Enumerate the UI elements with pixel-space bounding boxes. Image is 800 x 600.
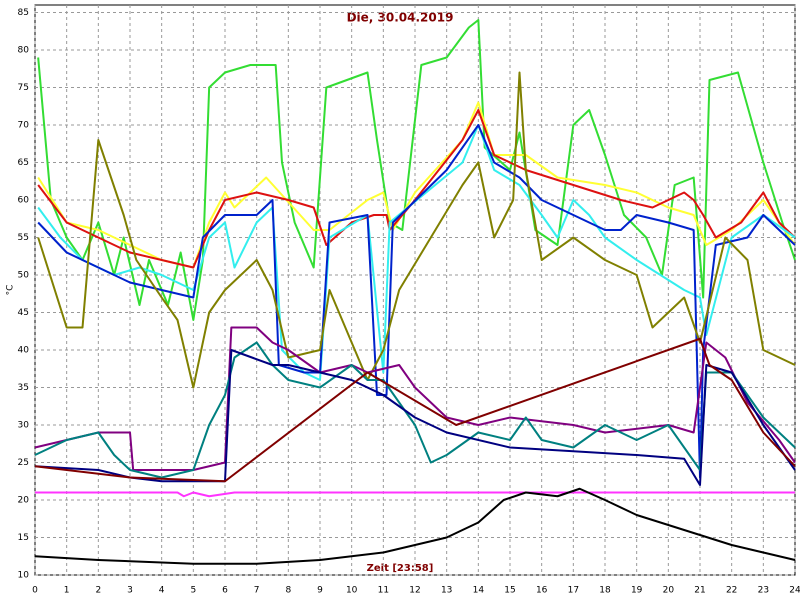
x-tick-label: 2 xyxy=(95,586,101,596)
x-tick-label: 24 xyxy=(789,586,800,596)
y-tick-label: 75 xyxy=(18,83,29,93)
x-tick-label: 20 xyxy=(663,586,675,596)
series-line xyxy=(35,491,795,498)
y-tick-label: 20 xyxy=(18,496,30,506)
x-tick-label: 16 xyxy=(536,586,548,596)
x-tick-label: 5 xyxy=(190,586,196,596)
x-tick-label: 17 xyxy=(568,586,579,596)
series-line xyxy=(34,341,796,479)
y-tick-label: 65 xyxy=(18,158,29,168)
x-tick-label: 14 xyxy=(473,586,485,596)
series-line xyxy=(34,326,796,471)
x-tick-label: 8 xyxy=(285,586,291,596)
y-tick-label: 35 xyxy=(18,383,29,393)
series-line xyxy=(37,124,796,381)
series-line xyxy=(37,124,796,479)
y-tick-label: 85 xyxy=(18,8,29,18)
series-line xyxy=(34,337,796,483)
x-tick-label: 6 xyxy=(222,586,228,596)
y-tick-label: 45 xyxy=(18,308,29,318)
y-tick-label: 30 xyxy=(18,421,30,431)
x-tick-label: 10 xyxy=(346,586,358,596)
x-tick-label: 19 xyxy=(631,586,643,596)
y-tick-label: 25 xyxy=(18,458,29,468)
y-tick-label: 70 xyxy=(18,121,30,131)
y-tick-label: 80 xyxy=(18,46,30,56)
x-tick-label: 11 xyxy=(378,586,389,596)
x-axis-label: Zeit [23:58] xyxy=(367,563,434,574)
y-tick-label: 55 xyxy=(18,233,29,243)
x-tick-label: 3 xyxy=(127,586,133,596)
y-tick-label: 60 xyxy=(18,196,30,206)
y-axis-label: °C xyxy=(6,285,16,296)
x-tick-label: 1 xyxy=(64,586,70,596)
x-tick-label: 15 xyxy=(504,586,515,596)
x-tick-label: 9 xyxy=(317,586,323,596)
series-line xyxy=(37,71,796,389)
y-tick-label: 10 xyxy=(18,571,30,581)
series-line xyxy=(37,109,796,269)
x-tick-label: 18 xyxy=(599,586,611,596)
series-line xyxy=(34,349,796,486)
x-tick-label: 13 xyxy=(441,586,452,596)
x-tick-label: 7 xyxy=(254,586,260,596)
y-tick-label: 15 xyxy=(18,533,29,543)
chart-title: Die, 30.04.2019 xyxy=(347,11,454,25)
y-tick-label: 40 xyxy=(18,346,30,356)
x-tick-label: 21 xyxy=(694,586,705,596)
x-tick-label: 4 xyxy=(159,586,165,596)
x-tick-label: 23 xyxy=(758,586,769,596)
x-tick-label: 0 xyxy=(32,586,38,596)
series-line xyxy=(34,487,796,565)
x-tick-label: 12 xyxy=(409,586,420,596)
x-tick-label: 22 xyxy=(726,586,737,596)
y-tick-label: 50 xyxy=(18,271,30,281)
